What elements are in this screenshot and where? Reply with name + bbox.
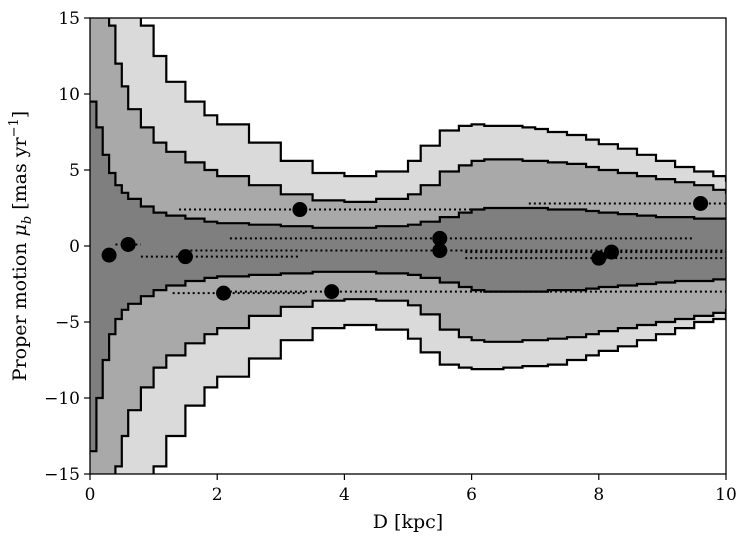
data-point-2	[120, 236, 136, 252]
x-axis-ticks: 0 2 4 6 8 10	[85, 474, 737, 505]
data-point-7	[432, 230, 448, 246]
band-3sigma-lower-edge	[152, 313, 726, 474]
data-point-11	[693, 195, 709, 211]
data-point-4	[216, 285, 232, 301]
x-tick-label: 8	[593, 485, 604, 505]
y-axis-label-bracket: [mas yr	[9, 136, 31, 215]
y-tick-label: 10	[58, 85, 80, 105]
data-point-6	[324, 284, 340, 300]
y-axis-label-symbol: μ	[9, 224, 31, 236]
y-axis-label-superscript: −1	[7, 118, 22, 137]
y-axis-ticks: −15 −10 −5 0 5 10 15	[44, 9, 90, 485]
confidence-bands	[90, 18, 726, 474]
data-point-9	[591, 250, 607, 266]
y-tick-label: −15	[44, 465, 80, 485]
x-axis-label: D [kpc]	[373, 511, 443, 533]
data-points	[101, 195, 709, 301]
band-2sigma-lower-edge	[114, 298, 726, 474]
data-point-3	[177, 249, 193, 265]
y-tick-label: 0	[69, 237, 80, 257]
data-point-5	[292, 202, 308, 218]
x-tick-label: 0	[85, 485, 96, 505]
data-point-10	[604, 244, 620, 260]
y-axis-label: Proper motion μb [mas yr−1]	[7, 111, 35, 381]
band-2sigma-upper-edge	[108, 18, 726, 203]
band-1sigma-lower-edge	[90, 270, 726, 453]
y-axis-label-main: Proper motion	[9, 236, 31, 381]
y-tick-label: 5	[69, 161, 80, 181]
y-axis-label-bracket-close: ]	[9, 111, 31, 118]
y-tick-label: −5	[55, 313, 80, 333]
y-axis-label-subscript: b	[20, 216, 35, 224]
x-tick-label: 6	[466, 485, 477, 505]
band-3sigma-upper-edge	[139, 18, 726, 182]
data-point-8	[432, 243, 448, 259]
x-tick-label: 10	[715, 485, 737, 505]
y-tick-label: −10	[44, 389, 80, 409]
band-1sigma-upper-edge	[90, 100, 726, 229]
x-tick-label: 2	[212, 485, 223, 505]
x-tick-label: 4	[339, 485, 350, 505]
y-tick-label: 15	[58, 9, 80, 29]
data-point-1	[101, 247, 117, 263]
